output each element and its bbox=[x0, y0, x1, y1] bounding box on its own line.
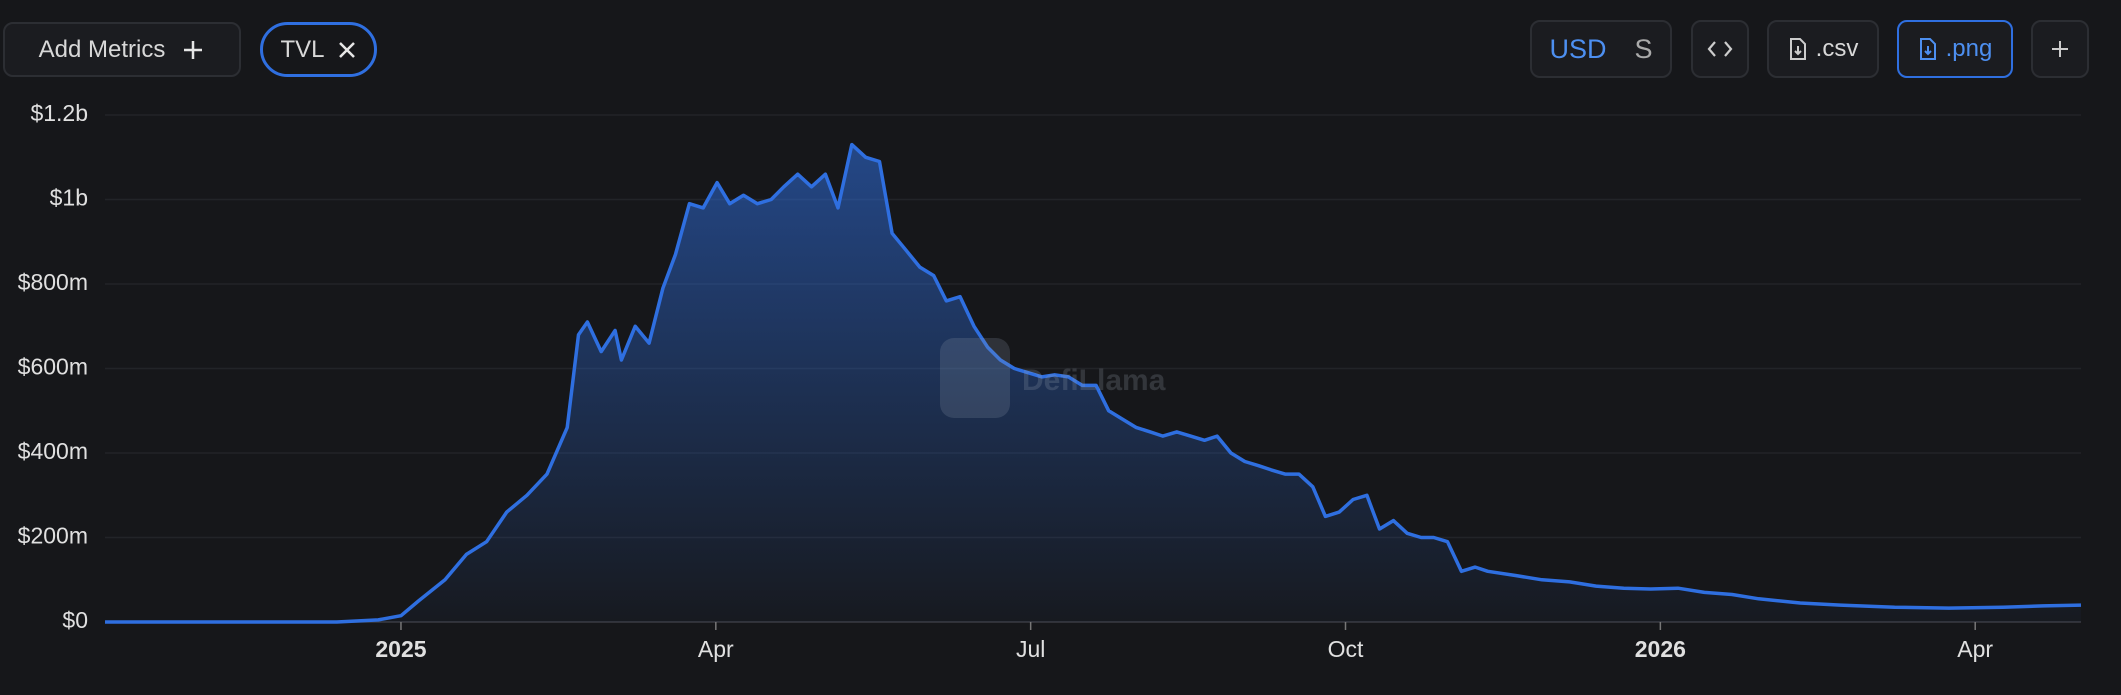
add-metrics-button[interactable]: Add Metrics bbox=[3, 22, 241, 77]
y-tick-label: $0 bbox=[62, 607, 88, 633]
unit-toggle: USD S bbox=[1530, 20, 1672, 78]
file-icon bbox=[1919, 38, 1936, 60]
code-icon bbox=[1707, 41, 1733, 57]
metric-pill[interactable]: TVL bbox=[260, 22, 377, 77]
x-tick-label: 2025 bbox=[375, 636, 426, 662]
x-tick-label: Oct bbox=[1328, 636, 1364, 662]
watermark-logo bbox=[940, 338, 1010, 418]
y-tick-label: $800m bbox=[18, 269, 88, 295]
area-fill bbox=[105, 144, 2081, 622]
y-tick-label: $400m bbox=[18, 438, 88, 464]
button-label: .png bbox=[1945, 35, 1993, 62]
csv-button[interactable]: .csv bbox=[1767, 20, 1879, 78]
plus-icon bbox=[2052, 41, 2068, 57]
x-tick-label: Apr bbox=[698, 636, 734, 662]
embed-button[interactable] bbox=[1691, 20, 1749, 78]
x-tick-label: Apr bbox=[1957, 636, 1993, 662]
watermark-text: DefiLlama bbox=[1022, 364, 1166, 397]
alt-option[interactable]: S bbox=[1634, 33, 1653, 64]
y-tick-label: $200m bbox=[18, 523, 88, 549]
button-label: Add Metrics bbox=[38, 35, 166, 63]
x-tick-label: Jul bbox=[1016, 636, 1045, 662]
file-icon bbox=[1789, 38, 1806, 60]
plus-icon bbox=[184, 40, 203, 59]
line bbox=[105, 142, 2082, 624]
close-icon bbox=[338, 41, 355, 58]
y-tick-label: $1b bbox=[50, 185, 88, 211]
more-button[interactable] bbox=[2031, 20, 2089, 78]
button-label: .csv bbox=[1815, 35, 1859, 62]
pill-label: TVL bbox=[280, 35, 325, 63]
y-tick-label: $1.2b bbox=[30, 100, 88, 126]
watermark: DefiLlama bbox=[940, 338, 1166, 418]
usd-option[interactable]: USD bbox=[1549, 33, 1607, 64]
png-button[interactable]: .png bbox=[1897, 20, 2013, 78]
y-tick-label: $600m bbox=[18, 354, 88, 380]
x-tick-label: 2026 bbox=[1635, 636, 1686, 662]
